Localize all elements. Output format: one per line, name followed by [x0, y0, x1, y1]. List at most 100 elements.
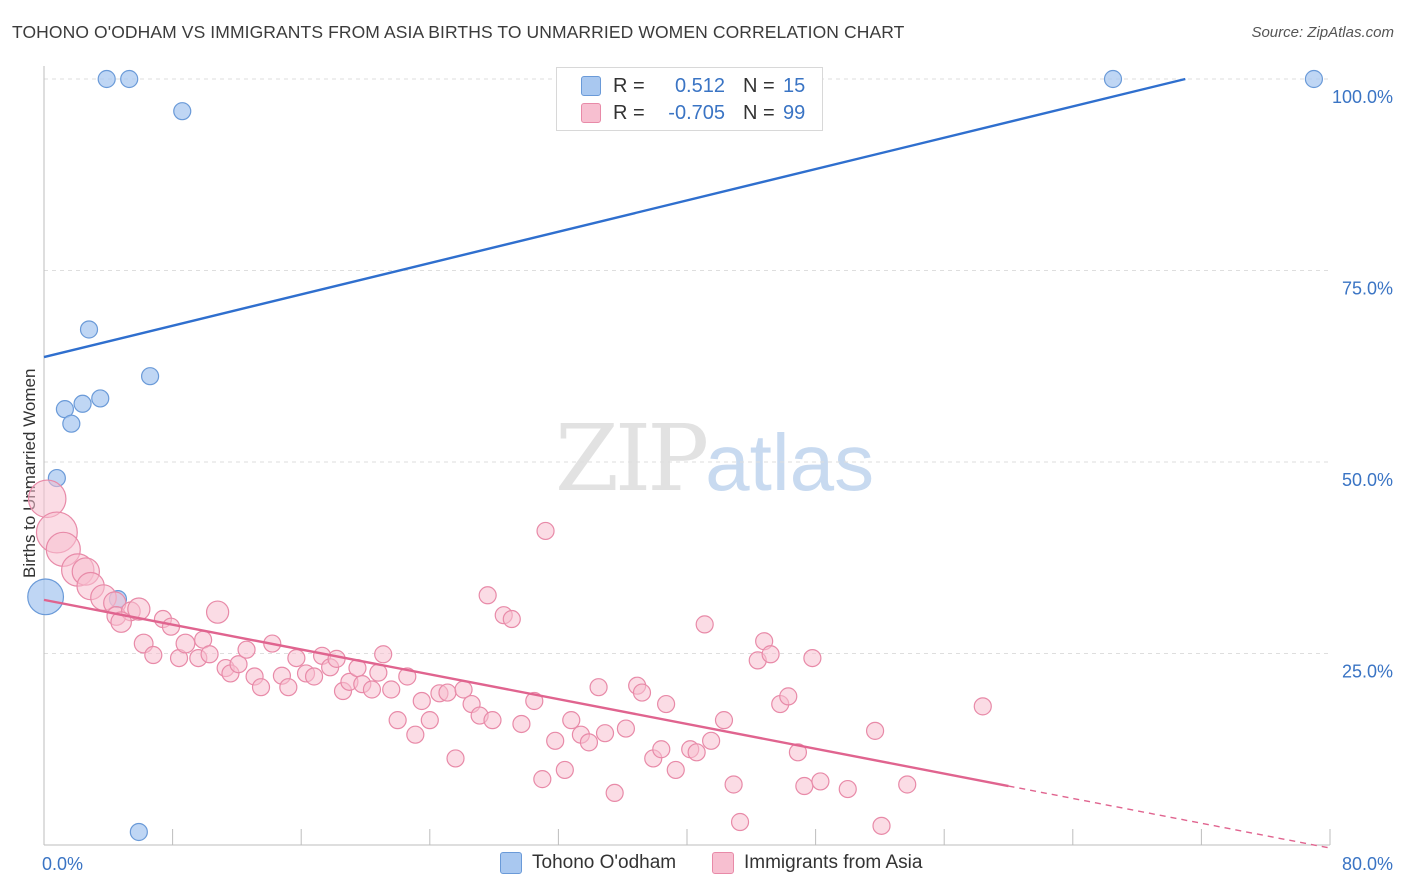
- bottom-legend-tohono: Tohono O'odham: [500, 852, 676, 874]
- point-asia: [144, 645, 163, 665]
- point-asia: [730, 812, 750, 832]
- point-asia: [374, 645, 393, 664]
- point-asia: [811, 772, 830, 791]
- point-tohono: [1103, 69, 1123, 89]
- point-asia: [838, 779, 857, 799]
- point-asia: [973, 697, 992, 716]
- point-tohono: [73, 394, 92, 413]
- trend-line-asia-extrapolated: [1008, 785, 1331, 849]
- bottom-legend-asia: Immigrants from Asia: [712, 852, 922, 874]
- point-asia: [438, 683, 457, 702]
- point-asia: [657, 694, 676, 714]
- point-asia: [175, 633, 196, 654]
- point-asia: [589, 678, 608, 697]
- trend-line-asia: [43, 598, 1009, 788]
- point-asia: [555, 760, 574, 780]
- point-asia: [362, 680, 382, 699]
- point-asia: [533, 770, 552, 789]
- y-tick-label: 50.0%: [1342, 470, 1393, 490]
- point-asia: [502, 609, 521, 629]
- bottom-legend-label-tohono: Tohono O'odham: [532, 852, 677, 873]
- point-asia: [788, 743, 808, 762]
- point-asia: [251, 678, 271, 697]
- point-asia: [200, 645, 219, 664]
- bottom-legend-swatch-asia: [712, 852, 734, 874]
- point-asia: [205, 600, 230, 624]
- point-asia: [616, 719, 636, 738]
- point-asia: [865, 721, 885, 740]
- point-asia: [327, 649, 346, 668]
- bottom-legend-swatch-tohono: [500, 852, 522, 874]
- source-credit: Source: ZipAtlas.com: [1251, 24, 1394, 41]
- y-tick-label: 100.0%: [1332, 87, 1393, 107]
- point-asia: [605, 783, 624, 803]
- point-asia: [702, 731, 721, 750]
- legend-n-value: 15: [783, 74, 806, 97]
- point-asia: [127, 597, 151, 621]
- legend-r-key: R =: [613, 74, 645, 97]
- chart-title: TOHONO O'ODHAM VS IMMIGRANTS FROM ASIA B…: [12, 22, 905, 42]
- point-asia: [304, 667, 324, 686]
- point-asia: [714, 711, 734, 730]
- point-asia: [687, 743, 706, 762]
- point-asia: [546, 731, 565, 750]
- point-asia: [724, 775, 743, 794]
- legend-n-value: 99: [783, 101, 806, 124]
- correlation-legend: R = 0.512 N = 15 R = -0.705 N = 99: [556, 67, 823, 131]
- point-asia: [110, 611, 132, 633]
- point-asia: [237, 640, 256, 659]
- legend-r-value: -0.705: [668, 101, 725, 124]
- legend-swatch-tohono: [581, 76, 601, 96]
- point-tohono: [91, 389, 110, 408]
- legend-r-key: R =: [613, 101, 645, 124]
- x-tick-label: 0.0%: [42, 854, 83, 874]
- point-asia: [595, 724, 615, 743]
- point-asia: [652, 740, 671, 759]
- point-asia: [579, 733, 599, 752]
- point-asia: [632, 683, 652, 702]
- point-asia: [562, 711, 581, 730]
- point-tohono: [140, 367, 160, 386]
- point-asia: [536, 521, 555, 541]
- watermark-zip: ZIP: [555, 405, 709, 512]
- point-tohono: [27, 578, 65, 616]
- point-asia: [512, 714, 531, 734]
- point-asia: [872, 816, 891, 835]
- point-asia: [695, 615, 714, 634]
- point-tohono: [120, 69, 139, 89]
- legend-row-tohono: R = 0.512 N = 15: [581, 74, 805, 98]
- point-asia: [398, 667, 417, 686]
- point-asia: [229, 655, 248, 674]
- point-asia: [795, 776, 814, 796]
- y-tick-label: 25.0%: [1342, 662, 1393, 682]
- point-asia: [761, 645, 780, 664]
- point-asia: [898, 775, 917, 794]
- point-tohono: [97, 69, 116, 89]
- legend-swatch-asia: [581, 103, 601, 123]
- trend-line-tohono: [43, 77, 1186, 359]
- point-asia: [412, 691, 431, 711]
- point-tohono: [173, 102, 192, 121]
- point-asia: [406, 725, 425, 744]
- point-asia: [666, 760, 685, 780]
- point-asia: [420, 711, 439, 730]
- point-tohono: [129, 822, 148, 842]
- bottom-legend-label-asia: Immigrants from Asia: [744, 852, 923, 873]
- legend-row-asia: R = -0.705 N = 99: [581, 101, 805, 125]
- legend-n-key: N =: [743, 101, 775, 124]
- point-asia: [525, 691, 544, 711]
- point-tohono: [79, 320, 99, 339]
- y-tick-label: 75.0%: [1342, 279, 1393, 299]
- legend-n-key: N =: [743, 74, 775, 97]
- point-tohono: [62, 414, 81, 433]
- point-asia: [478, 586, 497, 605]
- x-tick-label: 80.0%: [1342, 854, 1393, 874]
- point-tohono: [1304, 69, 1324, 89]
- point-asia: [382, 680, 401, 699]
- point-asia: [803, 648, 822, 668]
- point-asia: [446, 749, 465, 768]
- point-asia: [287, 648, 306, 668]
- point-asia: [779, 687, 798, 706]
- legend-r-value: 0.512: [674, 74, 725, 97]
